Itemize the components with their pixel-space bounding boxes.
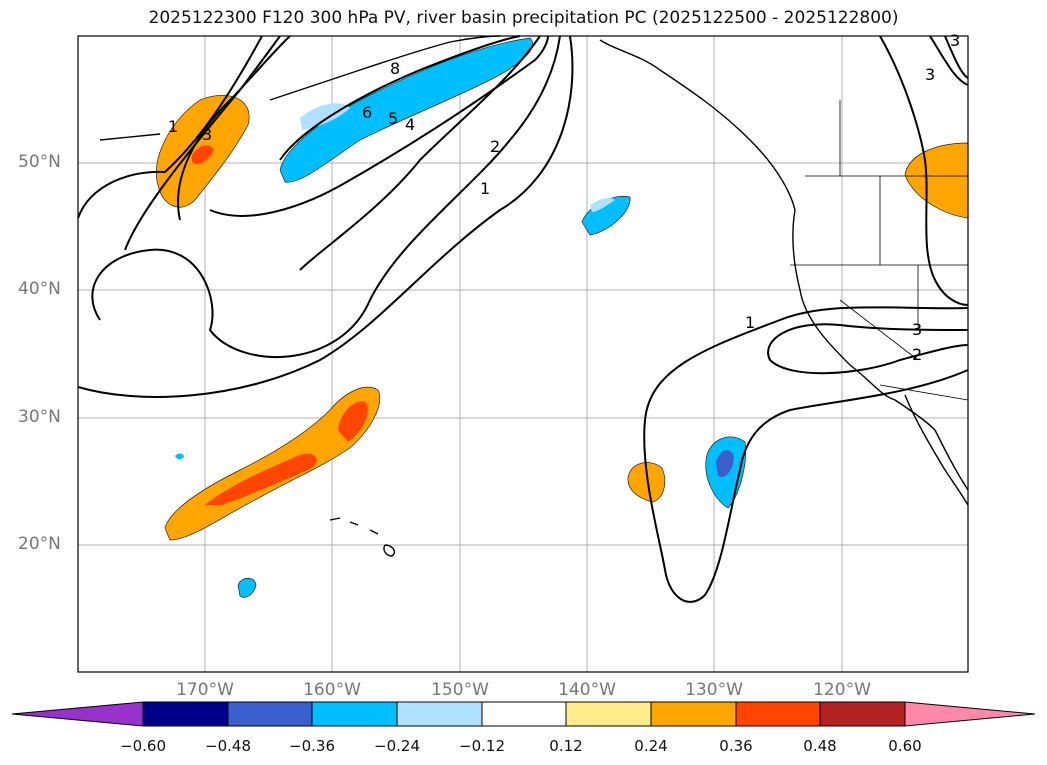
colorbar-tick-label: 0.12 (549, 737, 583, 755)
colorbar-segment (227, 701, 313, 727)
precip-shading (155, 37, 969, 598)
pv-contour (643, 306, 969, 603)
hawaii-islands (329, 517, 396, 557)
contour-label-group: 1 3 8 6 5 4 2 1 1 2 3 3 3 (168, 31, 960, 364)
lon-label: 150°W (431, 680, 489, 700)
colorbar-segment (735, 701, 821, 727)
precip-weak-negative-area (300, 103, 350, 130)
colorbar-segment (565, 701, 652, 727)
colorbar-tick-label: −0.24 (374, 737, 420, 755)
lon-label: 160°W (303, 680, 361, 700)
pv-contour (177, 35, 291, 221)
coastlines (99, 35, 969, 557)
lon-label: 140°W (558, 680, 616, 700)
pv-contour (299, 35, 541, 271)
contour-label: 1 (480, 179, 490, 198)
pv-contour (77, 35, 263, 219)
precip-strong-negative-area (716, 450, 734, 477)
precip-weak-negative-area (590, 197, 615, 212)
colorbar-segment (819, 701, 906, 727)
contour-label: 3 (912, 320, 922, 339)
colorbar-tick-label: −0.60 (120, 737, 166, 755)
colorbar-tick-label: −0.12 (459, 737, 505, 755)
map-frame (77, 35, 969, 673)
colorbar-segment (142, 701, 229, 727)
contour-label: 1 (745, 313, 755, 332)
lon-label: 120°W (813, 680, 871, 700)
colorbar-tick-label: 0.60 (888, 737, 922, 755)
precip-strong-area (205, 453, 317, 505)
contour-label: 3 (202, 125, 212, 144)
gridlines (78, 36, 968, 672)
lat-label: 30°N (18, 407, 61, 427)
contour-label: 3 (925, 65, 935, 84)
pv-contour (77, 35, 574, 398)
lon-label: 130°W (685, 680, 743, 700)
colorbar (11, 701, 1036, 727)
pv-contours (77, 35, 969, 603)
contour-label: 1 (168, 117, 178, 136)
baja-coast (904, 394, 969, 506)
pv-contour (279, 35, 521, 161)
colorbar-segment (311, 701, 398, 727)
pv-contour (929, 35, 969, 86)
political-borders (790, 100, 969, 401)
contour-label: 2 (912, 345, 922, 364)
colorbar-segment (396, 701, 483, 727)
lat-label: 20°N (18, 534, 61, 554)
colorbar-tick-label: −0.48 (205, 737, 251, 755)
pv-contour (767, 323, 969, 375)
colorbar-segment (650, 701, 737, 727)
lat-label: 40°N (18, 279, 61, 299)
contour-label: 3 (950, 31, 960, 50)
colorbar-tick-label: 0.36 (719, 737, 753, 755)
precip-strong-area (338, 401, 368, 442)
north-america-coast (599, 39, 969, 491)
lat-label: 50°N (18, 152, 61, 172)
pv-contour (91, 35, 561, 359)
colorbar-segment (481, 701, 567, 727)
colorbar-extend-low (11, 701, 144, 727)
pv-contour (879, 35, 969, 306)
contour-label: 6 (362, 103, 372, 122)
precip-strong-area (192, 145, 214, 165)
contour-label: 2 (490, 137, 500, 156)
lon-label: 170°W (176, 680, 234, 700)
aleutians (99, 133, 161, 141)
colorbar-extend-high (904, 701, 1036, 727)
contour-label: 4 (405, 115, 415, 134)
contour-label: 5 (388, 109, 398, 128)
precip-negative-area (175, 453, 184, 460)
precip-negative-area (237, 577, 257, 598)
contour-label: 8 (390, 59, 400, 78)
colorbar-tick-label: 0.48 (803, 737, 837, 755)
pv-contour (944, 35, 969, 79)
alaska-peninsula (269, 35, 501, 101)
precip-positive-area (627, 462, 666, 503)
colorbar-tick-label: 0.24 (634, 737, 668, 755)
pv-contour (209, 35, 549, 217)
pv-contour (124, 35, 281, 251)
colorbar-tick-label: −0.36 (289, 737, 335, 755)
precip-positive-area (904, 142, 969, 219)
map-title: 2025122300 F120 300 hPa PV, river basin … (148, 8, 899, 28)
